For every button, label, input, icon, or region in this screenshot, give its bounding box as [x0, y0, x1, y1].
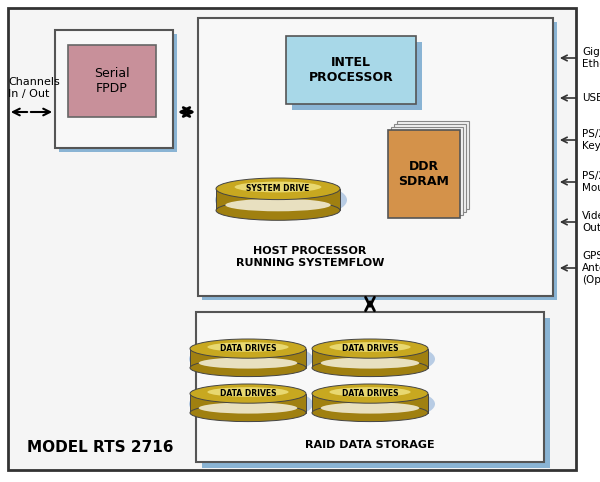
Ellipse shape	[190, 384, 306, 403]
Text: GPS
Antenna
(Optional): GPS Antenna (Optional)	[582, 252, 600, 284]
Bar	[286, 36, 416, 104]
Ellipse shape	[235, 182, 322, 192]
Ellipse shape	[216, 201, 340, 220]
Bar	[202, 22, 557, 300]
Bar	[190, 394, 306, 413]
Ellipse shape	[312, 359, 428, 376]
Bar	[196, 312, 544, 462]
Ellipse shape	[199, 402, 298, 414]
Ellipse shape	[320, 402, 419, 414]
Ellipse shape	[216, 178, 340, 200]
Ellipse shape	[312, 384, 428, 403]
Text: Gigabit
Ethernet: Gigabit Ethernet	[582, 47, 600, 69]
Ellipse shape	[329, 342, 410, 352]
Bar	[202, 318, 550, 468]
Text: Channels
In / Out: Channels In / Out	[8, 77, 60, 99]
Bar	[216, 189, 340, 211]
Ellipse shape	[190, 359, 306, 376]
Ellipse shape	[199, 357, 298, 369]
Ellipse shape	[215, 180, 347, 220]
Ellipse shape	[189, 386, 313, 422]
Ellipse shape	[320, 357, 419, 369]
Text: INTEL
PROCESSOR: INTEL PROCESSOR	[308, 56, 394, 84]
Text: RAID DATA STORAGE: RAID DATA STORAGE	[305, 440, 435, 450]
Bar	[312, 394, 428, 413]
Bar	[198, 18, 553, 296]
Ellipse shape	[312, 404, 428, 422]
Text: DDR
SDRAM: DDR SDRAM	[398, 160, 449, 188]
Ellipse shape	[208, 342, 289, 352]
Bar	[397, 121, 469, 209]
Ellipse shape	[189, 341, 313, 377]
Text: DATA DRIVES: DATA DRIVES	[342, 344, 398, 353]
Ellipse shape	[312, 339, 428, 358]
Ellipse shape	[226, 199, 331, 211]
Text: DATA DRIVES: DATA DRIVES	[342, 389, 398, 398]
Text: PS/2
Mouse: PS/2 Mouse	[582, 171, 600, 193]
Ellipse shape	[190, 339, 306, 358]
Ellipse shape	[311, 341, 435, 377]
Text: Serial
FPDP: Serial FPDP	[94, 67, 130, 95]
Bar	[312, 348, 428, 368]
Bar	[59, 34, 177, 152]
Text: PS/2
Keyboard: PS/2 Keyboard	[582, 129, 600, 151]
Text: DATA DRIVES: DATA DRIVES	[220, 344, 276, 353]
Bar	[68, 45, 156, 117]
Text: DATA DRIVES: DATA DRIVES	[220, 389, 276, 398]
Bar	[388, 130, 460, 218]
Bar	[391, 127, 463, 215]
Text: Video
Output: Video Output	[582, 211, 600, 233]
Text: HOST PROCESSOR
RUNNING SYSTEMFLOW: HOST PROCESSOR RUNNING SYSTEMFLOW	[236, 246, 384, 268]
Ellipse shape	[311, 386, 435, 422]
Ellipse shape	[208, 387, 289, 397]
Ellipse shape	[190, 404, 306, 422]
Bar	[55, 30, 173, 148]
Bar	[292, 42, 422, 110]
Text: MODEL RTS 2716: MODEL RTS 2716	[27, 440, 173, 455]
Bar	[190, 348, 306, 368]
Ellipse shape	[329, 387, 410, 397]
Bar	[394, 124, 466, 212]
Text: USB: USB	[582, 93, 600, 103]
Text: SYSTEM DRIVE: SYSTEM DRIVE	[247, 184, 310, 193]
